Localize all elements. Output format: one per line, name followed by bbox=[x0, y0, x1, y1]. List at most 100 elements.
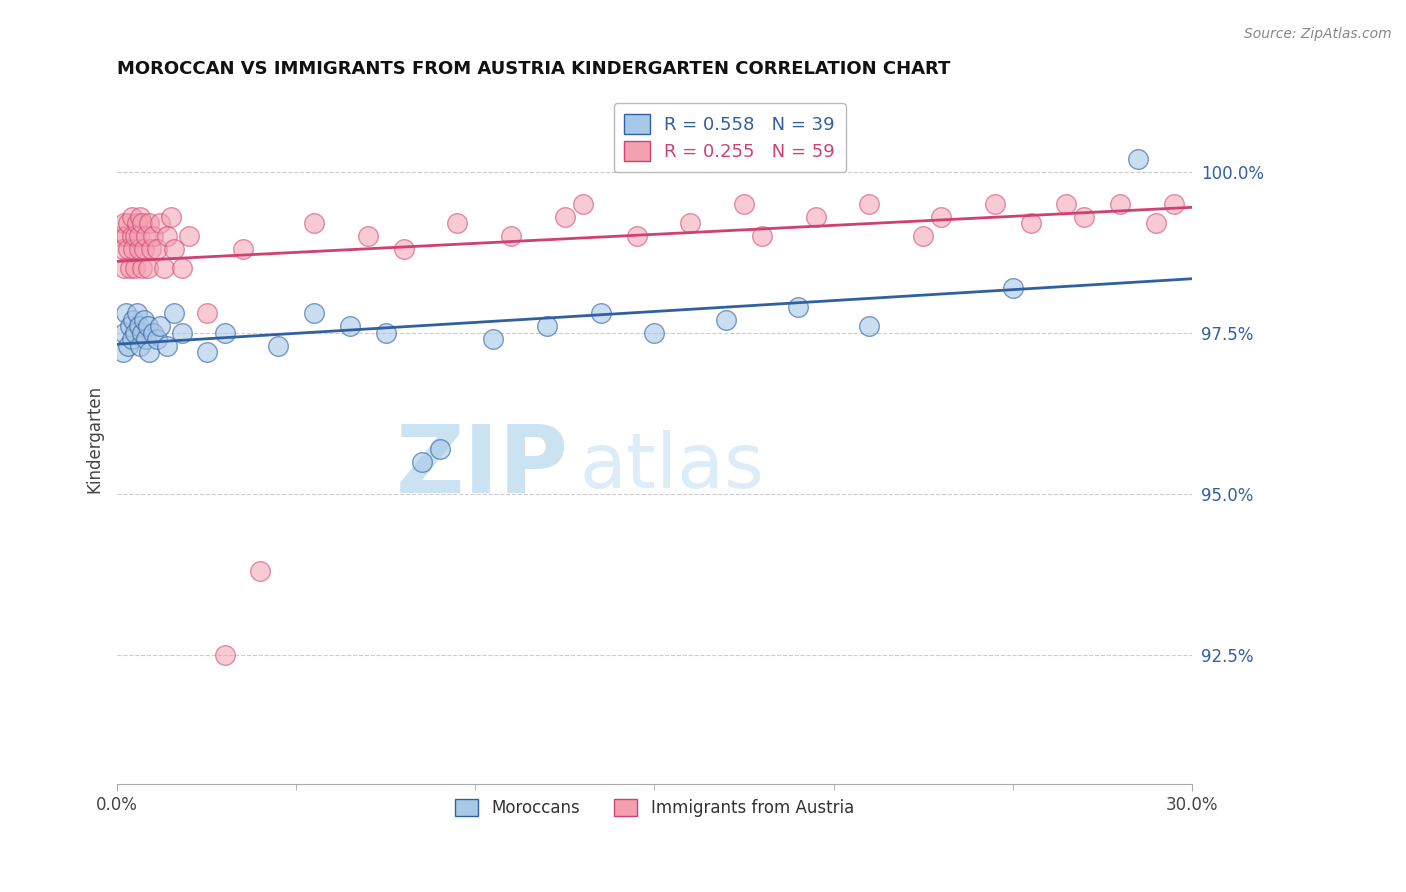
Point bbox=[249, 564, 271, 578]
Point bbox=[786, 300, 808, 314]
Point bbox=[131, 216, 153, 230]
Point bbox=[589, 306, 612, 320]
Point bbox=[214, 326, 236, 340]
Point bbox=[135, 229, 157, 244]
Text: atlas: atlas bbox=[579, 430, 763, 504]
Point bbox=[160, 210, 183, 224]
Point bbox=[125, 306, 148, 320]
Point bbox=[125, 216, 148, 230]
Point bbox=[1109, 197, 1132, 211]
Point bbox=[121, 332, 143, 346]
Point bbox=[302, 306, 325, 320]
Point bbox=[643, 326, 665, 340]
Point bbox=[145, 242, 167, 256]
Point bbox=[132, 313, 155, 327]
Point bbox=[536, 319, 558, 334]
Point bbox=[232, 242, 254, 256]
Point bbox=[170, 326, 193, 340]
Point bbox=[128, 229, 150, 244]
Point bbox=[132, 242, 155, 256]
Point bbox=[195, 306, 218, 320]
Point bbox=[112, 216, 135, 230]
Point bbox=[149, 319, 172, 334]
Point bbox=[115, 306, 138, 320]
Text: ZIP: ZIP bbox=[395, 421, 568, 513]
Point bbox=[446, 216, 468, 230]
Point bbox=[115, 229, 138, 244]
Text: Source: ZipAtlas.com: Source: ZipAtlas.com bbox=[1244, 27, 1392, 41]
Point bbox=[392, 242, 415, 256]
Point bbox=[142, 229, 165, 244]
Point bbox=[339, 319, 361, 334]
Point bbox=[554, 210, 576, 224]
Point bbox=[170, 261, 193, 276]
Point bbox=[117, 339, 139, 353]
Point bbox=[1054, 197, 1077, 211]
Point bbox=[214, 648, 236, 662]
Point bbox=[679, 216, 702, 230]
Point bbox=[122, 242, 145, 256]
Point bbox=[122, 313, 145, 327]
Point bbox=[195, 345, 218, 359]
Point bbox=[804, 210, 827, 224]
Point bbox=[118, 319, 141, 334]
Point bbox=[128, 242, 150, 256]
Point bbox=[858, 197, 880, 211]
Point bbox=[572, 197, 595, 211]
Point bbox=[136, 261, 159, 276]
Legend: Moroccans, Immigrants from Austria: Moroccans, Immigrants from Austria bbox=[449, 792, 860, 823]
Point bbox=[136, 319, 159, 334]
Point bbox=[357, 229, 380, 244]
Point bbox=[912, 229, 935, 244]
Point bbox=[131, 261, 153, 276]
Point bbox=[501, 229, 523, 244]
Point bbox=[111, 242, 134, 256]
Point bbox=[302, 216, 325, 230]
Point bbox=[156, 339, 179, 353]
Point bbox=[112, 326, 135, 340]
Point bbox=[411, 455, 433, 469]
Point bbox=[112, 261, 135, 276]
Point bbox=[163, 306, 186, 320]
Point bbox=[121, 229, 143, 244]
Point bbox=[429, 442, 451, 456]
Point bbox=[124, 261, 146, 276]
Point bbox=[124, 229, 146, 244]
Point bbox=[751, 229, 773, 244]
Point bbox=[145, 332, 167, 346]
Point bbox=[118, 261, 141, 276]
Point bbox=[156, 229, 179, 244]
Point bbox=[111, 345, 134, 359]
Point bbox=[1126, 152, 1149, 166]
Point bbox=[128, 319, 150, 334]
Point bbox=[141, 242, 163, 256]
Point bbox=[138, 216, 160, 230]
Point bbox=[129, 210, 152, 224]
Point bbox=[124, 326, 146, 340]
Point bbox=[1163, 197, 1185, 211]
Point bbox=[110, 229, 132, 244]
Point bbox=[733, 197, 755, 211]
Point bbox=[1001, 281, 1024, 295]
Point bbox=[983, 197, 1005, 211]
Point bbox=[482, 332, 505, 346]
Point bbox=[1144, 216, 1167, 230]
Text: MOROCCAN VS IMMIGRANTS FROM AUSTRIA KINDERGARTEN CORRELATION CHART: MOROCCAN VS IMMIGRANTS FROM AUSTRIA KIND… bbox=[117, 60, 950, 78]
Point bbox=[149, 216, 172, 230]
Point bbox=[121, 210, 143, 224]
Point bbox=[142, 326, 165, 340]
Point bbox=[135, 332, 157, 346]
Point bbox=[1019, 216, 1042, 230]
Point bbox=[714, 313, 737, 327]
Y-axis label: Kindergarten: Kindergarten bbox=[86, 385, 103, 493]
Point bbox=[129, 339, 152, 353]
Point bbox=[163, 242, 186, 256]
Point bbox=[117, 216, 139, 230]
Point bbox=[117, 242, 139, 256]
Point bbox=[929, 210, 952, 224]
Point bbox=[152, 261, 174, 276]
Point bbox=[138, 345, 160, 359]
Point bbox=[374, 326, 396, 340]
Point bbox=[858, 319, 880, 334]
Point bbox=[626, 229, 648, 244]
